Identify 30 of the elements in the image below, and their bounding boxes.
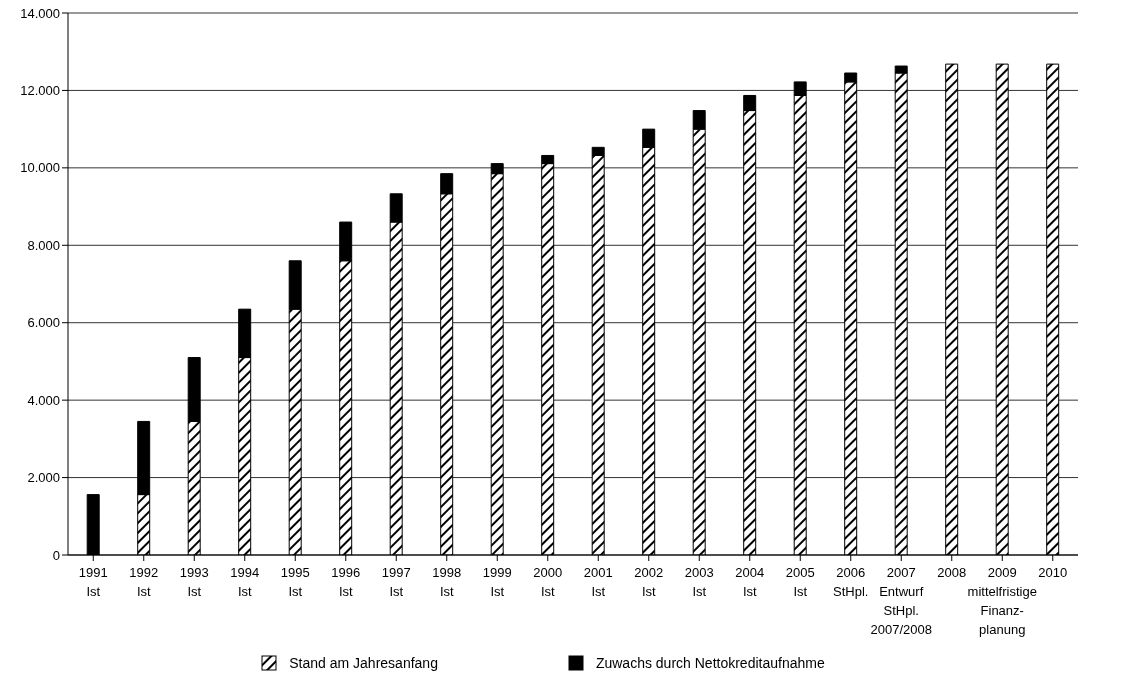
x-tick-label: 2005 Ist (785, 565, 815, 599)
x-tick-label: 1992 Ist (129, 565, 159, 599)
x-tick-label: 1997 Ist (381, 565, 411, 599)
x-tick-label: 1991 Ist (78, 565, 108, 599)
y-tick-label: 12.000 (20, 83, 60, 99)
y-tick-label: 8.000 (27, 237, 60, 253)
legend-label: Stand am Jahresanfang (289, 655, 438, 671)
x-tick-label: 1998 Ist (432, 565, 462, 599)
x-tick-label: 1999 Ist (482, 565, 512, 599)
x-tick-label: 2009 mittelfristige Finanz- planung (967, 565, 1037, 637)
y-tick-label: 0 (52, 547, 60, 563)
y-tick-label: 14.000 (20, 5, 60, 21)
x-tick-label: 2001 Ist (583, 565, 613, 599)
x-tick-label: 1994 Ist (230, 565, 260, 599)
x-tick-label: 2003 Ist (684, 565, 714, 599)
y-tick-label: 2.000 (27, 470, 60, 486)
x-tick-label: 2010 (1038, 565, 1068, 580)
x-tick-label: 2002 Ist (634, 565, 664, 599)
x-tick-label: 2000 Ist (533, 565, 563, 599)
y-tick-label: 6.000 (27, 315, 60, 331)
x-tick-label: 1996 Ist (331, 565, 361, 599)
x-tick-label: 2004 Ist (735, 565, 765, 599)
legend-label: Zuwachs durch Nettokreditaufnahme (595, 655, 825, 671)
x-tick-label: 2008 (937, 565, 967, 580)
y-tick-label: 4.000 (27, 392, 60, 408)
x-tick-label: 1995 Ist (280, 565, 310, 599)
y-tick-label: 10.000 (20, 160, 60, 176)
x-tick-label: 1993 Ist (179, 565, 209, 599)
x-tick-label: 2007 Entwurf StHpl. 2007/2008 (870, 565, 932, 637)
x-tick-label: 2006 StHpl. (833, 565, 869, 599)
